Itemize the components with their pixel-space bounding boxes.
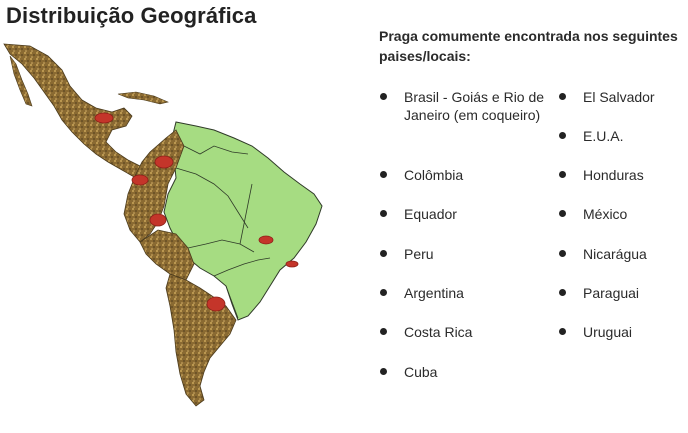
marker-goias	[258, 235, 274, 245]
bullet-icon	[380, 171, 387, 178]
region-south-america-green	[163, 121, 323, 321]
list-item: Paraguai	[559, 284, 639, 302]
region-baja	[9, 55, 33, 107]
list-item: Peru	[380, 245, 434, 263]
region-mexico-central-america	[3, 43, 151, 183]
region-peru-bolivia	[139, 229, 195, 281]
bullet-icon	[559, 171, 566, 178]
list-item: El Salvador	[559, 88, 655, 106]
page-title: Distribuição Geográfica	[6, 3, 257, 28]
list-item: Cuba	[380, 363, 437, 381]
marker-ecuador	[131, 174, 149, 186]
marker-rio	[285, 260, 299, 268]
list-item: Colômbia	[380, 166, 463, 184]
occurrence-markers	[94, 112, 299, 312]
marker-argentina	[206, 296, 226, 312]
country-borders	[175, 145, 271, 319]
list-item: Brasil - Goiás e Rio de Janeiro (em coqu…	[380, 88, 550, 124]
list-item: E.U.A.	[559, 127, 623, 145]
species-location-heading: Praga comumente encontrada nos seguintes…	[379, 28, 678, 64]
bullet-icon	[559, 210, 566, 217]
bullet-icon	[559, 250, 566, 257]
bullet-icon	[559, 328, 566, 335]
list-item: Honduras	[559, 166, 644, 184]
list-item: Argentina	[380, 284, 464, 302]
marker-peru	[149, 213, 167, 227]
bullet-icon	[559, 289, 566, 296]
bullet-icon	[380, 93, 387, 100]
bullet-icon	[559, 93, 566, 100]
bullet-icon	[380, 250, 387, 257]
bullet-icon	[380, 210, 387, 217]
bullet-icon	[380, 368, 387, 375]
bullet-icon	[380, 289, 387, 296]
marker-colombia	[154, 155, 174, 169]
marker-mexico	[94, 112, 114, 124]
region-cuba	[117, 91, 169, 105]
bullet-icon	[380, 328, 387, 335]
list-item: Equador	[380, 205, 457, 223]
distribution-map	[0, 34, 340, 424]
list-item: México	[559, 205, 627, 223]
region-southern-cone	[165, 273, 237, 407]
bullet-icon	[559, 132, 566, 139]
list-item: Costa Rica	[380, 323, 472, 341]
list-item: Nicarágua	[559, 245, 647, 263]
list-item: Uruguai	[559, 323, 632, 341]
